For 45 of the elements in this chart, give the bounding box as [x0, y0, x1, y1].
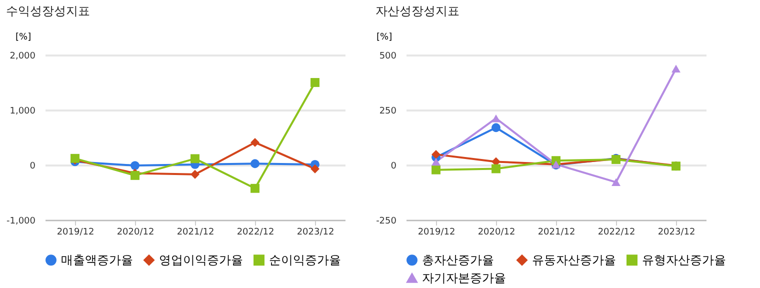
y-tick-label: 1,000: [10, 106, 36, 116]
x-tick-label: 2020/12: [116, 228, 154, 238]
point: [432, 150, 440, 159]
point: [250, 138, 260, 147]
point: [190, 170, 200, 179]
point: [432, 165, 440, 174]
x-tick-label: 2021/12: [538, 228, 576, 238]
x-tick-label: 2019/12: [418, 228, 456, 238]
point: [310, 78, 320, 87]
point: [190, 154, 200, 164]
point: [310, 164, 320, 174]
point: [492, 123, 500, 132]
point: [492, 114, 500, 122]
legend-label: 순이익증가율: [269, 253, 341, 268]
y-tick-label: 250: [379, 106, 397, 116]
legend-label: 유형자산증가율: [642, 253, 726, 268]
legend-label: 영업이익증가율: [159, 253, 243, 268]
point: [672, 64, 680, 73]
y-axis-title: [%]: [376, 32, 392, 42]
legend-label: 자기자본증가율: [422, 271, 506, 285]
y-tick-label: 0: [390, 162, 397, 172]
legend-label: 총자산증가율: [422, 253, 494, 268]
point: [612, 178, 620, 186]
x-tick-label: 2023/12: [296, 228, 334, 238]
legend-label: 매출액증가율: [61, 253, 133, 268]
point: [432, 158, 440, 166]
x-tick-label: 2023/12: [658, 228, 696, 238]
x-tick-label: 2020/12: [478, 228, 516, 238]
x-tick-label: 2021/12: [176, 228, 214, 238]
x-tick-label: 2022/12: [598, 228, 636, 238]
point: [130, 161, 140, 170]
y-axis-title: [%]: [16, 32, 32, 42]
chart-title: 자산성장성지표: [376, 4, 460, 18]
y-tick-label: -250: [376, 216, 397, 226]
point: [492, 164, 500, 174]
x-tick-label: 2019/12: [56, 228, 94, 238]
y-tick-label: -1,000: [6, 216, 36, 226]
x-tick-label: 2022/12: [236, 228, 274, 238]
point: [250, 184, 260, 193]
y-tick-label: 2,000: [10, 52, 36, 62]
chart-title: 수익성장성지표: [6, 4, 90, 18]
y-tick-label: 500: [379, 52, 397, 62]
point: [250, 159, 260, 168]
y-tick-label: 0: [30, 162, 36, 172]
legend-label: 유동자산증가율: [532, 253, 616, 268]
